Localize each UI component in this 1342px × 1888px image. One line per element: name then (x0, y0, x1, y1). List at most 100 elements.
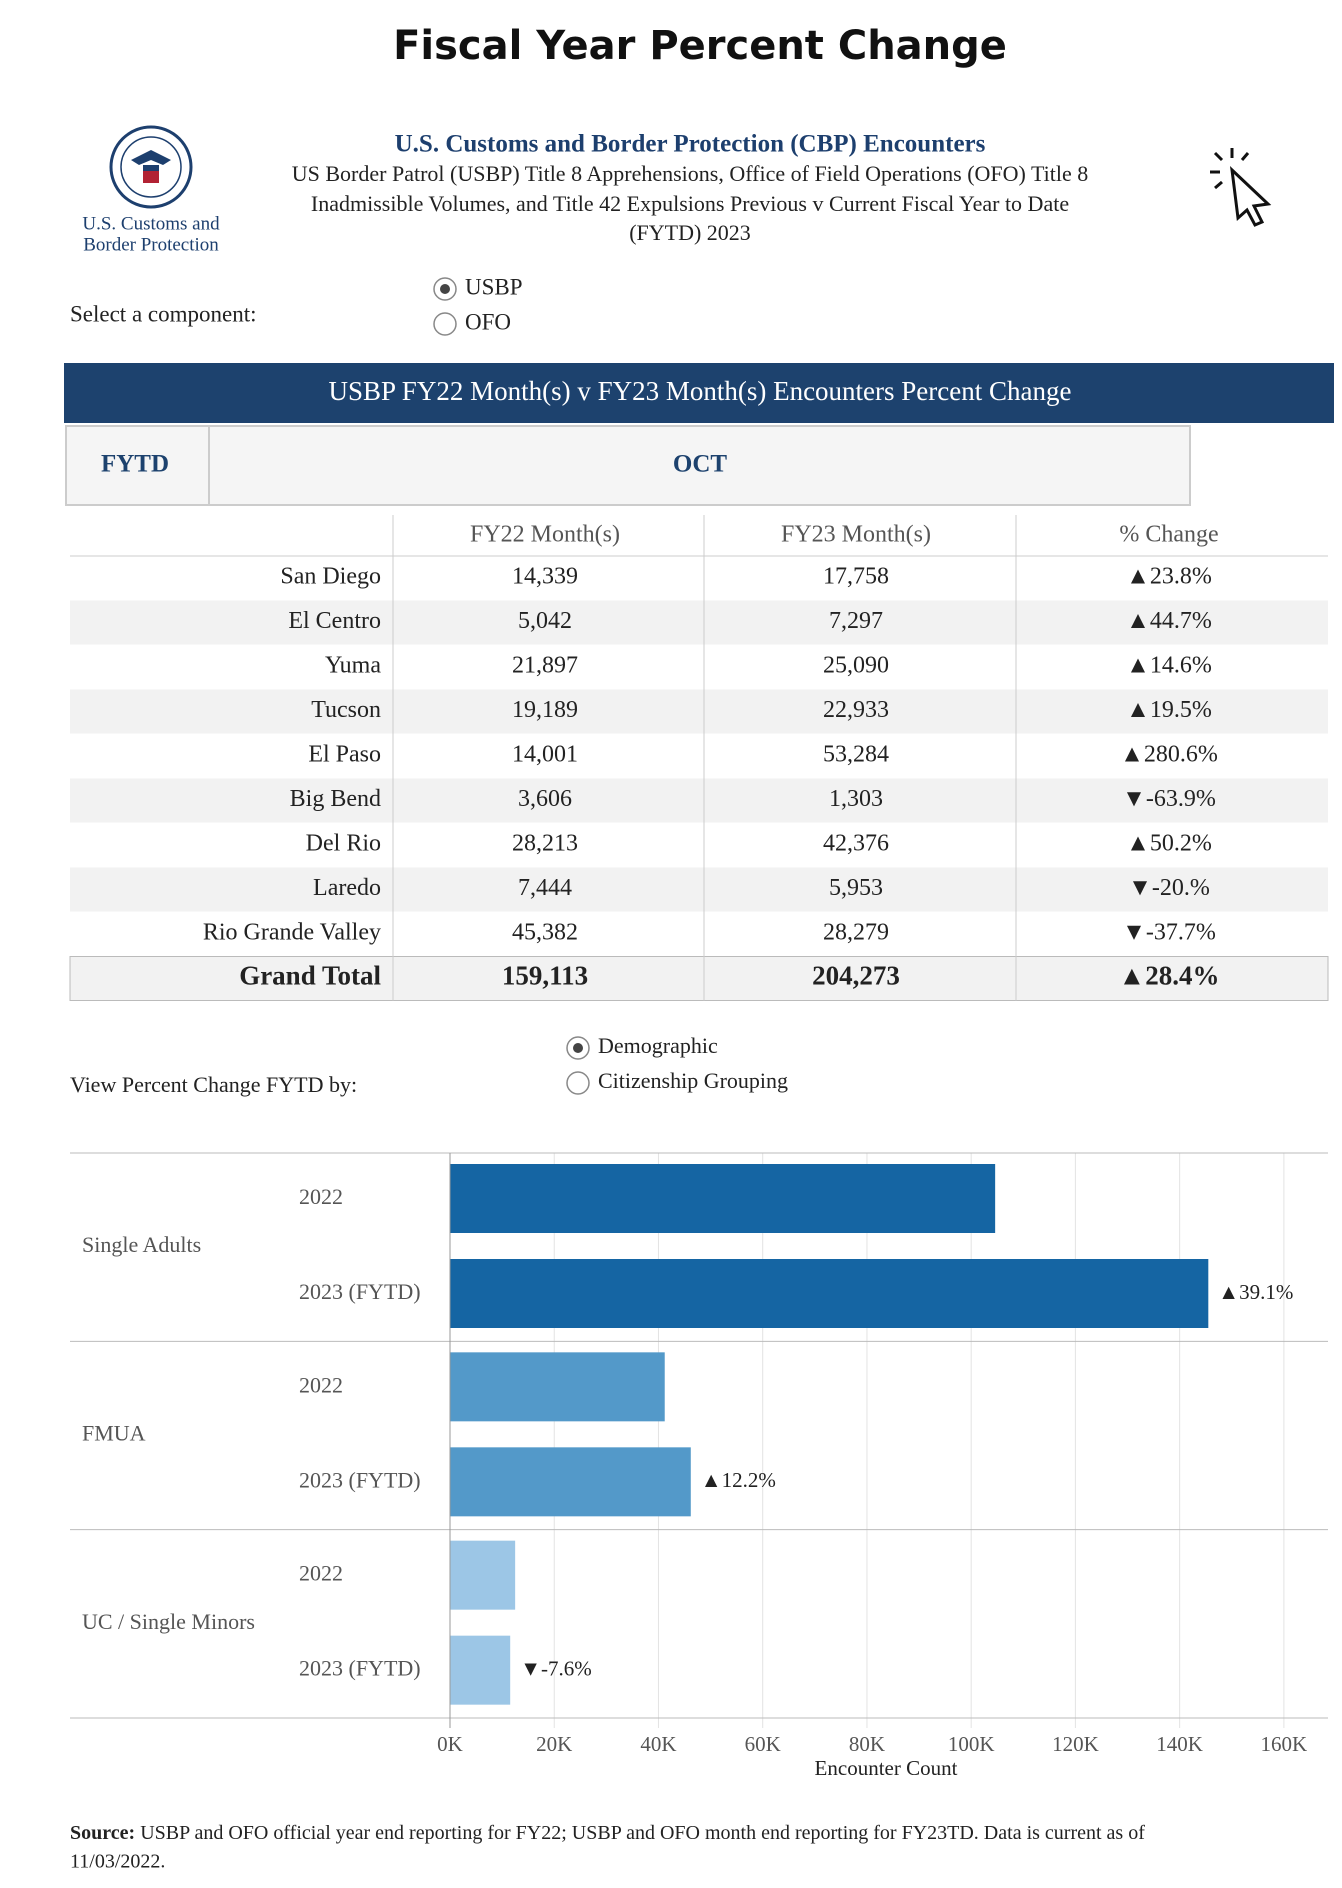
table-cell: 21,897 (512, 653, 578, 679)
x-tick-label: 20K (536, 1732, 572, 1756)
table-cell: 14,001 (512, 742, 578, 768)
table-cell: 19,189 (512, 697, 578, 723)
row-label: Rio Grande Valley (203, 920, 381, 946)
total-cell: Grand Total (239, 961, 381, 991)
row-label: Yuma (325, 653, 381, 679)
table-cell: ▲19.5% (1126, 697, 1212, 723)
table-cell: ▼-37.7% (1122, 920, 1216, 946)
row-label: Big Bend (290, 786, 381, 812)
radio-label[interactable]: USBP (465, 274, 523, 299)
table-cell: 5,042 (518, 608, 572, 634)
table-cell: ▼-20.% (1128, 875, 1210, 901)
table-cell: 3,606 (518, 786, 572, 812)
x-tick-label: 160K (1261, 1732, 1308, 1756)
subtitle: (FYTD) 2023 (629, 220, 751, 245)
radio-dot[interactable] (440, 284, 450, 294)
table-cell: 7,444 (518, 875, 572, 901)
x-tick-label: 0K (437, 1732, 463, 1756)
table-cell: ▲280.6% (1120, 742, 1218, 768)
row-band (70, 689, 1328, 734)
table-cell: 22,933 (823, 697, 889, 723)
table-cell: 53,284 (823, 742, 889, 768)
total-cell: 159,113 (502, 961, 588, 991)
banner-text: USBP FY22 Month(s) v FY23 Month(s) Encou… (329, 376, 1072, 406)
table-cell: 17,758 (823, 564, 889, 590)
bar (450, 1259, 1209, 1328)
bar (450, 1635, 511, 1705)
table-cell: 42,376 (823, 831, 889, 857)
row-label: Laredo (313, 875, 381, 901)
bar-label: 2023 (FYTD) (299, 1656, 421, 1681)
bar (450, 1164, 996, 1233)
table-cell: ▲23.8% (1126, 564, 1212, 590)
logo-text: Border Protection (83, 234, 219, 255)
cursor-icon[interactable] (1210, 148, 1272, 227)
tab[interactable]: OCT (673, 451, 728, 478)
change-label: ▲39.1% (1218, 1280, 1293, 1304)
bar-label: 2022 (299, 1372, 343, 1397)
logo-text: U.S. Customs and (82, 213, 220, 234)
source-label: Source: (70, 1822, 135, 1844)
x-axis-title: Encounter Count (815, 1756, 958, 1780)
table-cell: 28,279 (823, 920, 889, 946)
selector-label: Select a component: (70, 301, 257, 326)
change-label: ▲12.2% (701, 1468, 776, 1492)
radio-button[interactable] (433, 312, 457, 336)
column-header: % Change (1119, 522, 1218, 548)
column-header: FY22 Month(s) (470, 522, 620, 548)
row-label: El Centro (288, 608, 381, 634)
x-tick-label: 60K (745, 1732, 781, 1756)
radio-label[interactable]: Demographic (598, 1033, 718, 1058)
table-cell: ▲14.6% (1126, 653, 1212, 679)
source-note: Source: USBP and OFO official year end r… (70, 1822, 1145, 1844)
table-cell: ▼-63.9% (1122, 786, 1216, 812)
row-label: El Paso (308, 742, 381, 768)
total-row (69, 956, 1329, 1001)
bar-label: 2023 (FYTD) (299, 1467, 421, 1492)
bar-label: 2022 (299, 1184, 343, 1209)
row-band (70, 867, 1328, 912)
group-label: Single Adults (82, 1232, 201, 1257)
source-text: 11/03/2022. (70, 1851, 165, 1873)
table-banner (64, 363, 1334, 423)
row-band (70, 778, 1328, 823)
logo (109, 125, 193, 209)
tab[interactable]: FYTD (101, 451, 169, 478)
radio-dot[interactable] (573, 1043, 583, 1053)
change-label: ▼-7.6% (520, 1656, 592, 1680)
table-cell: 5,953 (829, 875, 883, 901)
bar (450, 1540, 516, 1610)
radio-button[interactable] (566, 1071, 590, 1095)
group-label: FMUA (82, 1421, 146, 1446)
row-band (70, 600, 1328, 645)
x-tick-label: 100K (948, 1732, 995, 1756)
radio-label[interactable]: OFO (465, 309, 511, 334)
table-cell: ▲44.7% (1126, 608, 1212, 634)
x-tick-label: 80K (849, 1732, 885, 1756)
radio-label[interactable]: Citizenship Grouping (598, 1068, 788, 1093)
bar (450, 1447, 691, 1517)
table-cell: 45,382 (512, 920, 578, 946)
table-cell: 7,297 (829, 608, 883, 634)
tab-bar (65, 425, 1191, 506)
column-header: FY23 Month(s) (781, 522, 931, 548)
table-cell: 25,090 (823, 653, 889, 679)
selector-label: View Percent Change FYTD by: (70, 1072, 357, 1097)
page-title: Fiscal Year Percent Change (393, 23, 1007, 69)
bar-label: 2022 (299, 1561, 343, 1586)
subtitle: Inadmissible Volumes, and Title 42 Expul… (311, 191, 1069, 216)
table-cell: 14,339 (512, 564, 578, 590)
row-label: Del Rio (306, 831, 381, 857)
table-cell: 1,303 (829, 786, 883, 812)
total-cell: ▲28.4% (1119, 961, 1220, 991)
table-cell: 28,213 (512, 831, 578, 857)
bar (450, 1352, 665, 1422)
bar-label: 2023 (FYTD) (299, 1279, 421, 1304)
subtitle: US Border Patrol (USBP) Title 8 Apprehen… (292, 161, 1088, 186)
group-label: UC / Single Minors (82, 1609, 255, 1634)
x-tick-label: 40K (640, 1732, 676, 1756)
source-text: USBP and OFO official year end reporting… (140, 1822, 1145, 1844)
x-tick-label: 140K (1156, 1732, 1203, 1756)
x-tick-label: 120K (1052, 1732, 1099, 1756)
